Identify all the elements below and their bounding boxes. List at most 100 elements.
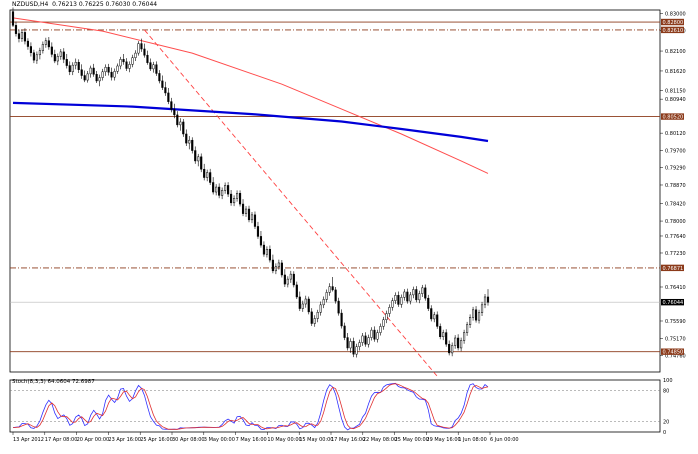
candle-body [474,309,478,321]
candle-body [301,303,304,309]
candle-body [430,308,433,320]
candle-body [442,332,445,338]
sma-slow-line [12,101,489,143]
x-tick-label: 20 Apr 00:00 [77,437,110,443]
candle-body [319,304,322,313]
candle-body [17,33,21,39]
candle-body [256,226,260,237]
candle-body [89,67,92,75]
candle-body [337,300,340,314]
candle-body [385,313,388,321]
candle-body [149,62,152,70]
candle-body [47,40,50,48]
candle-body [143,48,146,56]
stoch-header: Stoch(8,3,3) 64.0604 72.6987 [12,379,95,385]
x-tick-label: 30 Apr 08:00 [172,437,205,443]
x-tick-label: 10 May 00:00 [267,437,301,443]
stoch-tick-label: 20 [663,420,669,426]
candle-body [230,193,233,204]
candle-body [224,185,227,191]
candle-body [406,291,409,302]
chart-header: NZDUSD,H4 0.76213 0.76225 0.76030 0.7604… [12,1,157,8]
candle-body [295,284,298,298]
price-label-box [661,113,684,120]
ohlc-values: 0.76213 0.76225 0.76030 0.76044 [52,1,158,8]
candle-body [98,77,101,82]
candle-body [244,208,248,214]
candle-body [310,311,313,324]
candle-body [125,61,128,69]
candle-body [113,71,116,78]
candle-body [221,190,224,196]
candle-body [146,54,149,63]
candle-body [197,156,200,162]
candle-body [53,54,56,62]
candle-body [483,296,487,306]
y-tick-label: 0.82100 [665,49,686,55]
stoch-tick-label: 0 [663,430,666,436]
x-tick-label: 23 Apr 16:00 [108,437,141,443]
candle-body [448,343,451,354]
candle-body [116,65,119,72]
candle-body [313,318,316,324]
candle-body [110,71,113,78]
y-tick-label: 0.80120 [665,131,686,137]
candle-body [68,65,71,73]
candle-body [394,295,397,301]
candle-body [155,64,158,74]
candle-body [14,25,18,34]
candle-body [307,298,310,313]
candle-body [26,40,30,47]
candle-body [235,193,239,199]
candle-body [71,64,74,73]
candle-body [250,214,254,221]
candle-body [92,67,95,75]
candle-body [65,59,68,66]
candle-body [232,198,236,204]
candle-body [445,332,448,345]
candle-body [289,273,292,280]
candle-body [83,75,86,81]
candle-body [74,61,77,66]
candle-body [451,345,454,354]
price-label: 0.74850 [663,350,684,356]
candle-body [185,133,188,144]
candle-body [227,185,230,195]
y-tick-label: 0.77230 [665,251,686,257]
candle-body [209,172,212,183]
price-label-box [661,264,684,272]
candle-body [373,329,376,340]
stoch-tick-label: 100 [663,378,673,384]
price-label: 0.82610 [663,28,684,34]
x-tick-label: 29 May 16:00 [426,437,460,443]
y-tick-label: 0.75170 [665,336,686,342]
candle-body [176,114,179,126]
candle-body [400,297,403,305]
candle-body [439,326,442,338]
candle-body [119,59,122,67]
x-tick-label: 15 May 00:00 [299,437,333,443]
candle-body [370,329,373,338]
candle-body [418,293,421,301]
candle-body [361,335,364,343]
candle-body [80,69,83,76]
candle-body [164,87,167,94]
candle-body [140,43,143,50]
price-label: 0.82800 [663,20,684,26]
candle-body [331,286,334,291]
x-tick-label: 13 Apr 2012 [13,437,44,443]
candle-body [480,304,484,313]
y-tick-label: 0.81620 [665,69,686,75]
candle-body [32,52,35,61]
candle-body [212,182,215,193]
candle-body [23,32,27,42]
candle-body [454,337,457,346]
candle-body [167,92,170,102]
candle-body [122,59,125,63]
candle-body [128,64,131,69]
candle-body [161,80,164,88]
price-label: 0.76044 [663,300,684,306]
candle-body [466,324,469,333]
